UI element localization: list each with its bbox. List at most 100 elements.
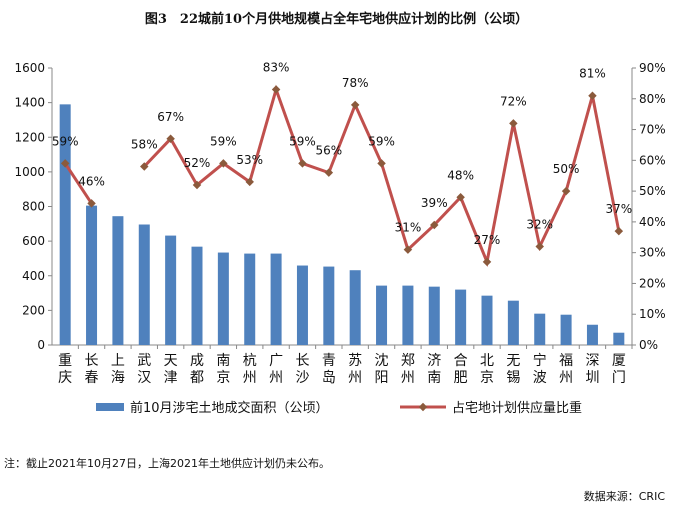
line-marker-广州	[271, 85, 281, 94]
data-label-济南: 39%	[421, 196, 448, 210]
x-tick-label-苏州-2: 州	[348, 370, 362, 386]
data-label-重庆: 59%	[52, 134, 79, 148]
line-marker-成都	[192, 180, 202, 190]
left-tick-label: 400	[22, 269, 45, 283]
x-tick-label-成都-1: 成	[190, 353, 204, 369]
data-label-福州: 50%	[553, 162, 580, 176]
x-tick-label-合肥-1: 合	[454, 353, 468, 369]
x-tick-label-上海-2: 海	[111, 370, 125, 386]
x-tick-label-南京-2: 京	[216, 370, 230, 386]
footnote: 注：截止2021年10月27日，上海2021年土地供应计划仍未公布。	[4, 457, 330, 470]
x-tick-label-宁波-1: 宁	[533, 352, 547, 369]
x-tick-label-深圳-2: 圳	[585, 370, 599, 386]
line-marker-长沙	[298, 159, 307, 168]
left-tick-label: 200	[22, 303, 45, 317]
data-label-长春: 46%	[78, 174, 105, 188]
right-tick-label: 60%	[639, 153, 666, 167]
data-label-天津: 67%	[157, 110, 184, 124]
left-tick-label: 800	[22, 200, 45, 214]
data-label-苏州: 78%	[342, 76, 369, 90]
x-tick-label-重庆-1: 重	[58, 353, 72, 369]
x-tick-label-宁波-2: 波	[533, 370, 547, 386]
x-tick-label-福州-1: 福	[559, 353, 573, 369]
left-tick-label: 1200	[14, 130, 45, 144]
line-marker-无锡	[509, 119, 518, 128]
x-tick-label-杭州-2: 州	[243, 370, 257, 386]
x-tick-label-杭州-1: 杭	[243, 353, 257, 369]
x-tick-label-上海-1: 上	[111, 353, 125, 369]
x-tick-label-成都-2: 都	[190, 370, 204, 386]
line-marker-沈阳	[377, 159, 386, 168]
line-series-segment	[143, 84, 621, 268]
x-tick-label-济南-1: 济	[427, 353, 441, 369]
line-series-segment	[63, 162, 93, 205]
bar-武汉	[138, 224, 150, 345]
x-tick-label-深圳-1: 深	[585, 353, 599, 369]
line-marker-苏州	[350, 100, 360, 110]
chart-svg: 0 200 400 600 800 1000 1200 1400 1600 0% 10% 20% 30%…	[14, 61, 666, 416]
line-marker-深圳	[588, 91, 597, 100]
x-tick-label-广州-2: 州	[269, 370, 283, 386]
bar-合肥	[455, 289, 467, 345]
x-tick-label-青岛-1: 青	[322, 353, 336, 369]
data-label-青岛: 56%	[315, 144, 342, 158]
bar-宁波	[534, 313, 546, 345]
x-tick-label-长沙-1: 长	[295, 353, 309, 369]
x-tick-label-济南-2: 南	[427, 370, 441, 386]
x-tick-label-沈阳-2: 阳	[375, 370, 389, 386]
x-tick-label-青岛-2: 岛	[322, 370, 336, 386]
right-tick-label: 30%	[639, 246, 666, 260]
left-tick-label: 1600	[14, 61, 45, 75]
data-label-成都: 52%	[184, 156, 211, 170]
bar-成都	[191, 246, 203, 345]
x-tick-label-无锡-2: 锡	[506, 370, 520, 386]
line-marker-天津	[166, 134, 175, 144]
x-tick-label-北京-1: 北	[480, 353, 494, 369]
bar-郑州	[402, 285, 414, 345]
x-tick-label-福州-2: 州	[559, 370, 573, 386]
data-source: 数据来源：CRIC	[583, 490, 665, 503]
legend-line-marker	[418, 402, 428, 412]
bar-青岛	[323, 266, 335, 345]
line-marker-合肥	[456, 193, 465, 202]
x-tick-label-武汉-2: 汉	[137, 370, 151, 386]
bar-杭州	[244, 253, 256, 345]
x-tick-label-苏州-1: 苏	[348, 353, 362, 369]
line-marker-郑州	[403, 245, 413, 254]
legend-bar-label: 前10月涉宅土地成交面积（公顷）	[130, 400, 329, 416]
bar-广州	[270, 253, 282, 345]
chart-title: 图3 22城前10个月供地规模占全年宅地供应计划的比例（公顷）	[144, 12, 529, 27]
line-marker-厦门	[614, 226, 624, 236]
data-label-沈阳: 59%	[368, 134, 395, 148]
left-tick-label: 600	[22, 234, 45, 248]
bar-长春	[86, 205, 98, 345]
bar-苏州	[349, 270, 361, 345]
data-label-武汉: 58%	[131, 137, 158, 151]
right-tick-label: 40%	[639, 215, 666, 229]
data-label-南京: 59%	[210, 134, 237, 148]
x-tick-label-合肥-2: 肥	[454, 370, 468, 386]
bar-北京	[481, 295, 493, 345]
right-tick-label: 70%	[639, 123, 666, 137]
legend-bar-swatch	[96, 403, 124, 411]
x-tick-label-天津-1: 天	[164, 353, 178, 369]
bar-沈阳	[376, 285, 388, 345]
line-marker-长春	[87, 199, 96, 208]
bar-南京	[217, 252, 229, 345]
data-label-郑州: 31%	[395, 221, 422, 235]
bar-厦门	[613, 332, 625, 345]
x-tick-label-长春-2: 春	[85, 370, 99, 386]
line-marker-武汉	[140, 162, 149, 171]
x-tick-label-广州-1: 广	[269, 353, 283, 369]
right-tick-label: 90%	[639, 61, 666, 75]
x-tick-label-北京-2: 京	[480, 370, 494, 386]
left-tick-label: 1400	[14, 96, 45, 110]
bar-长沙	[296, 265, 308, 345]
x-tick-label-长沙-2: 沙	[295, 370, 309, 386]
x-tick-label-南京-1: 南	[216, 353, 230, 369]
x-tick-label-厦门-1: 厦	[612, 353, 626, 369]
bar-福州	[560, 314, 572, 345]
line-marker-南京	[219, 159, 228, 168]
data-label-深圳: 81%	[579, 67, 606, 81]
data-label-广州: 83%	[263, 61, 290, 75]
